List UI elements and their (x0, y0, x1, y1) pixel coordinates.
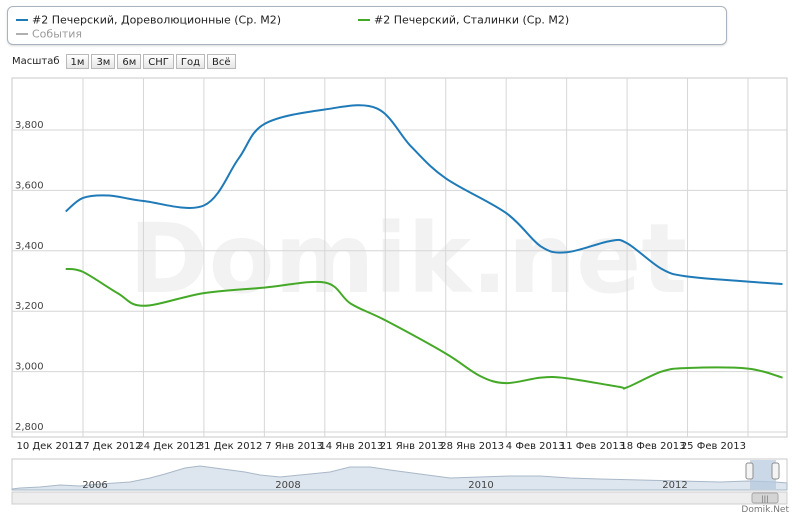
y-tick-label: 3,000 (15, 362, 44, 373)
x-tick-label: 25 Фев 2013 (681, 441, 746, 452)
y-tick-label: 3,400 (15, 241, 44, 252)
legend-series2[interactable]: #2 Печерский, Сталинки (Ср. М2) (358, 13, 569, 27)
x-tick-label: 18 Фев 2013 (620, 441, 685, 452)
x-tick-label: 14 Янв 2013 (319, 441, 383, 452)
navigator-left-handle[interactable] (745, 462, 754, 480)
y-tick-label: 3,800 (15, 120, 44, 131)
scale-button-3m[interactable]: 3м (91, 53, 116, 69)
watermark: Domik.net (129, 203, 687, 315)
scale-button-year[interactable]: Год (175, 53, 205, 69)
scrollbar-grip-icon: ||| (761, 495, 768, 503)
plot-frame (11, 77, 788, 438)
series-line-2 (65, 267, 783, 390)
series1-swatch-icon (16, 19, 28, 21)
navigator-series-area (11, 465, 788, 491)
series2-swatch-icon (358, 19, 370, 21)
navigator-year-2010: 2010 (468, 480, 493, 491)
scrollbar-track[interactable] (11, 491, 788, 505)
navigator-right-handle[interactable] (771, 462, 780, 480)
navigator-year-2008: 2008 (275, 480, 300, 491)
events-swatch-icon (16, 33, 28, 35)
scale-button-1m[interactable]: 1м (65, 53, 90, 69)
legend-events-label: События (32, 27, 83, 41)
legend-series2-label: #2 Печерский, Сталинки (Ср. М2) (374, 13, 570, 27)
x-tick-label: 21 Янв 2013 (380, 441, 444, 452)
scale-button-6m[interactable]: 6м (117, 53, 142, 69)
y-tick-label: 2,800 (15, 422, 44, 433)
x-tick-label: 10 Дек 2012 (16, 441, 81, 452)
scrollbar-thumb[interactable] (751, 492, 779, 504)
x-tick-label: 11 Фев 2013 (560, 441, 625, 452)
legend-series1-label: #2 Печерский, Дореволюционные (Ср. М2) (32, 13, 281, 27)
x-tick-label: 31 Дек 2012 (198, 441, 263, 452)
x-tick-label: 28 Янв 2013 (440, 441, 504, 452)
navigator-year-2006: 2006 (82, 480, 107, 491)
scale-button-ytd[interactable]: СНГ (143, 53, 174, 69)
scale-button-all[interactable]: Всё (207, 53, 236, 69)
navigator-year-2012: 2012 (662, 480, 687, 491)
scale-label: Масштаб (12, 55, 60, 67)
y-tick-label: 3,600 (15, 180, 44, 191)
legend-events[interactable]: События (16, 27, 82, 41)
legend-series1[interactable]: #2 Печерский, Дореволюционные (Ср. М2) (16, 13, 281, 27)
x-tick-label: 17 Дек 2012 (77, 441, 142, 452)
x-tick-label: 7 Янв 2013 (265, 441, 323, 452)
x-tick-label: 4 Фев 2013 (506, 441, 565, 452)
scale-selector: Масштаб 1м 3м 6м СНГ Год Всё (12, 53, 238, 69)
y-tick-label: 3,200 (15, 301, 44, 312)
x-tick-label: 24 Дек 2012 (137, 441, 202, 452)
credit-label: Domik.Net (741, 505, 789, 515)
series-line-1 (65, 104, 783, 285)
legend: #2 Печерский, Дореволюционные (Ср. М2) #… (7, 6, 727, 45)
